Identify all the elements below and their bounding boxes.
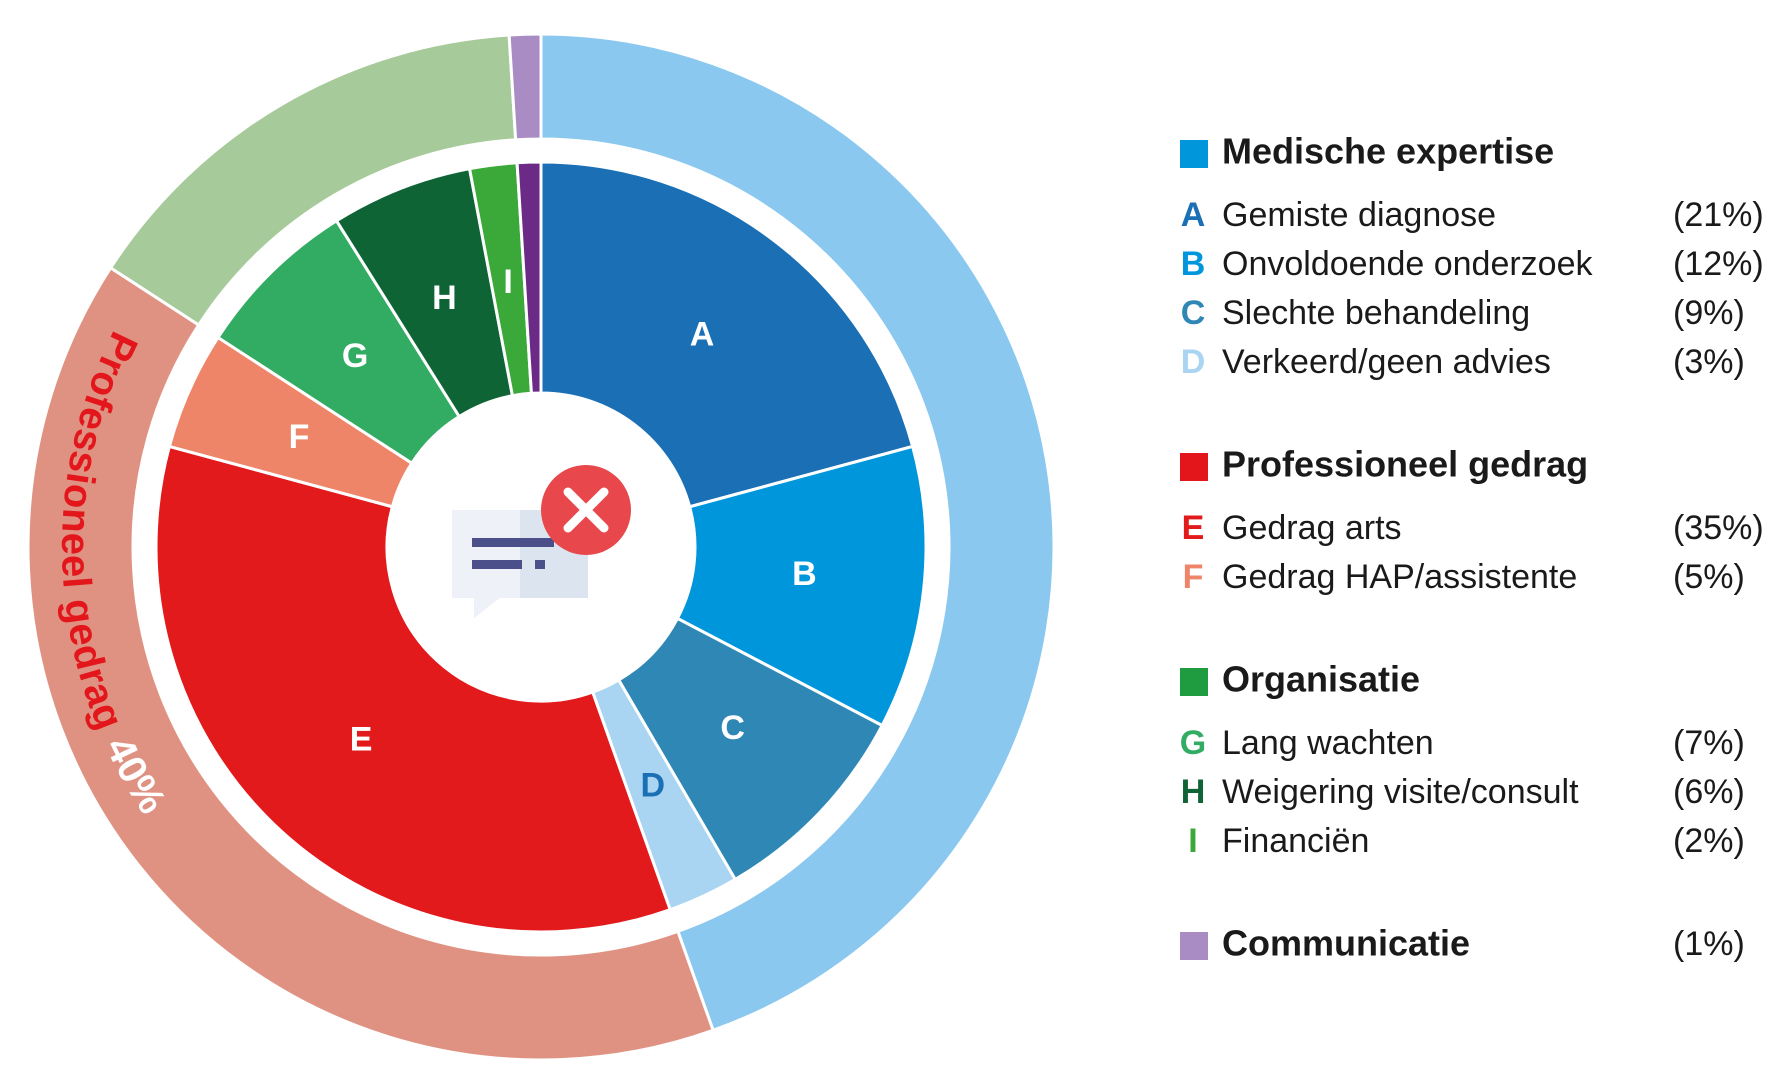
legend-item: Weigering visite/consult bbox=[1222, 773, 1579, 811]
legend-group: Professioneel gedrag bbox=[1222, 444, 1588, 485]
legend-value: (2%) bbox=[1673, 822, 1745, 860]
inner-slice bbox=[515, 160, 543, 395]
legend-value: (3%) bbox=[1673, 343, 1745, 381]
legend-item: Slechte behandeling bbox=[1222, 294, 1530, 332]
outer-slice bbox=[539, 32, 1056, 1033]
legend-value: (9%) bbox=[1673, 294, 1745, 332]
outer-slice bbox=[26, 265, 716, 1062]
legend-letter: F bbox=[1183, 558, 1204, 596]
slice-letter: I bbox=[503, 263, 512, 301]
legend-value: (12%) bbox=[1673, 245, 1764, 283]
legend-group: Communicatie bbox=[1222, 923, 1470, 964]
slice-letter: F bbox=[289, 418, 310, 456]
legend-swatch bbox=[1180, 140, 1208, 168]
legend-group: Medische expertise bbox=[1222, 131, 1554, 172]
slice-letter: D bbox=[641, 766, 666, 804]
legend-group: Organisatie bbox=[1222, 659, 1420, 700]
slice-letter: E bbox=[350, 721, 373, 759]
slice-letter: G bbox=[342, 337, 368, 375]
outer-slice bbox=[507, 32, 543, 142]
legend-value: (5%) bbox=[1673, 558, 1745, 596]
legend-item: Onvoldoende onderzoek bbox=[1222, 245, 1593, 283]
legend-swatch bbox=[1180, 453, 1208, 481]
icon-line bbox=[472, 560, 522, 569]
legend-value: (21%) bbox=[1673, 196, 1764, 234]
legend-item: Gedrag HAP/assistente bbox=[1222, 558, 1577, 596]
inner-slice bbox=[154, 444, 673, 934]
icon-bubble-tail bbox=[474, 598, 500, 618]
legend-item: Verkeerd/geen advies bbox=[1222, 343, 1551, 381]
legend-value: (35%) bbox=[1673, 509, 1764, 547]
legend-item: Lang wachten bbox=[1222, 724, 1434, 762]
slice-letter: H bbox=[432, 279, 457, 317]
legend-item: Gemiste diagnose bbox=[1222, 196, 1496, 234]
legend-value: (1%) bbox=[1673, 925, 1745, 963]
legend-letter: C bbox=[1181, 294, 1206, 332]
legend-letter: H bbox=[1181, 773, 1206, 811]
legend-value: (7%) bbox=[1673, 724, 1745, 762]
legend-letter: E bbox=[1182, 509, 1205, 547]
slice-letter: B bbox=[792, 555, 817, 593]
legend-item: Financiën bbox=[1222, 822, 1369, 860]
legend-letter: D bbox=[1181, 343, 1206, 381]
slice-letter: C bbox=[720, 709, 745, 747]
icon-cross bbox=[563, 487, 609, 533]
legend-swatch bbox=[1180, 932, 1208, 960]
icon-line bbox=[472, 538, 554, 547]
legend-swatch bbox=[1180, 668, 1208, 696]
legend-letter: I bbox=[1188, 822, 1197, 860]
slice-letter: A bbox=[690, 316, 715, 354]
legend-letter: A bbox=[1181, 196, 1206, 234]
center-icon bbox=[452, 465, 631, 618]
inner-slice bbox=[539, 160, 915, 509]
legend-item: Gedrag arts bbox=[1222, 509, 1402, 547]
legend-value: (6%) bbox=[1673, 773, 1745, 811]
inner-slice bbox=[675, 444, 928, 728]
icon-line bbox=[535, 560, 545, 569]
inner-slice bbox=[616, 616, 885, 882]
legend-letter: G bbox=[1180, 724, 1206, 762]
legend-letter: B bbox=[1181, 245, 1206, 283]
